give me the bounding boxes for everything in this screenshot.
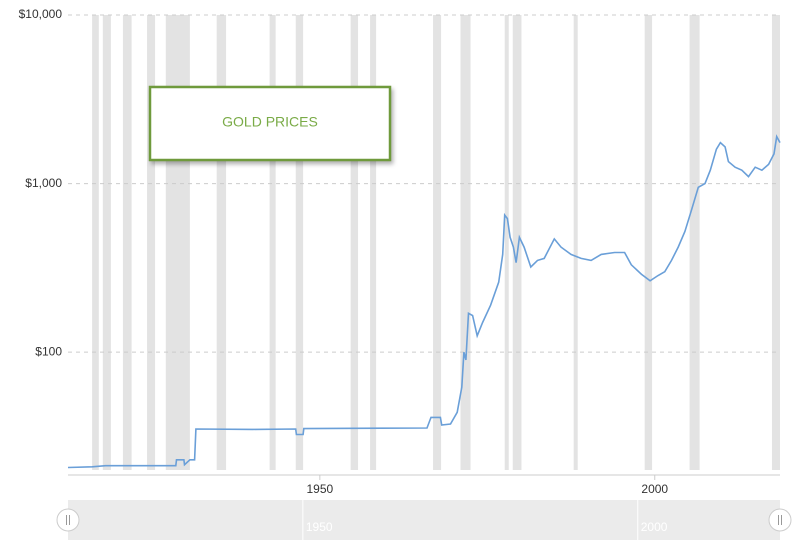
recession-band	[573, 15, 578, 470]
recession-band	[512, 15, 522, 470]
recession-band	[216, 15, 227, 470]
recession-band	[92, 15, 99, 470]
navigator-handle[interactable]	[768, 508, 792, 532]
recession-band	[295, 15, 304, 470]
navigator-label: 2000	[641, 520, 668, 534]
chart-title: GOLD PRICES	[222, 114, 318, 130]
price-line	[67, 134, 781, 469]
recession-band	[370, 15, 377, 470]
recession-band	[460, 15, 471, 470]
title-box	[148, 85, 392, 162]
recession-band	[689, 15, 700, 470]
navigator-handle[interactable]	[56, 508, 80, 532]
x-tick-label: 1950	[306, 482, 333, 496]
recession-band	[122, 15, 132, 470]
recession-band	[771, 15, 780, 470]
recession-band	[350, 15, 359, 470]
recession-band	[433, 15, 442, 470]
recession-band	[644, 15, 653, 470]
x-tick-label: 2000	[641, 482, 668, 496]
navigator	[68, 500, 780, 540]
y-tick-label: $100	[35, 344, 62, 358]
recession-band	[269, 15, 276, 470]
navigator-label: 1950	[306, 520, 333, 534]
recession-band	[147, 15, 156, 470]
recession-band	[165, 15, 190, 470]
y-tick-label: $10,000	[19, 7, 63, 21]
recession-band	[504, 15, 509, 470]
recession-band	[102, 15, 111, 470]
y-tick-label: $1,000	[25, 176, 62, 190]
